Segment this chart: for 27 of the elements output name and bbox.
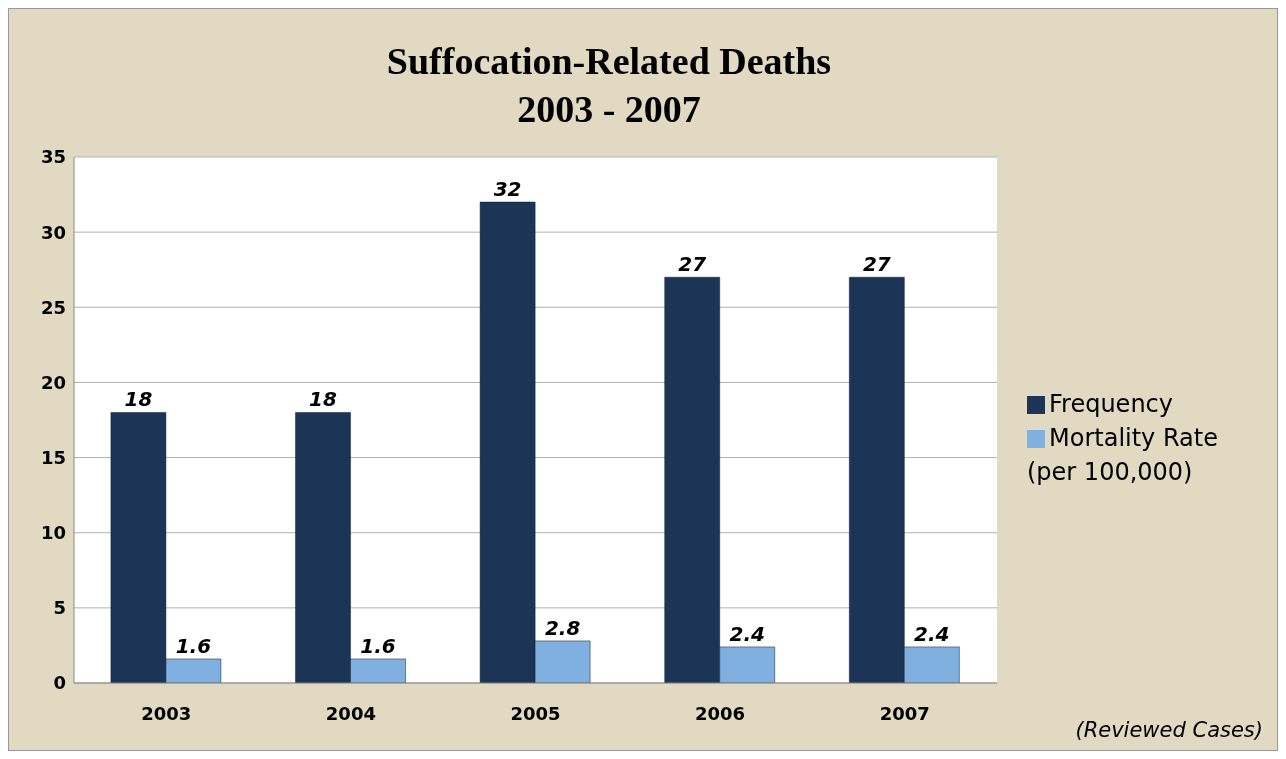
x-tick-label: 2006 [695, 702, 746, 724]
y-tick-label: 10 [40, 522, 66, 544]
data-label: 2.4 [914, 621, 950, 646]
data-label: 18 [124, 387, 153, 412]
data-label: 32 [493, 177, 522, 202]
x-tick-label: 2003 [141, 702, 192, 724]
data-label: 2.8 [544, 615, 581, 640]
text: (Reviewed Cases) [1075, 718, 1263, 742]
x-tick-label: 2004 [325, 702, 376, 724]
data-label: 1.6 [175, 633, 212, 658]
data-label: 27 [862, 252, 891, 277]
data-label: 1.6 [360, 633, 396, 658]
y-tick-label: 5 [53, 597, 66, 619]
x-tick-label: 2005 [510, 702, 561, 724]
legend-label: Frequency [1049, 390, 1173, 418]
data-label: 27 [678, 252, 707, 277]
y-tick-label: 20 [40, 371, 66, 393]
x-tick-label: 2007 [879, 702, 930, 724]
chart-title: Suffocation-Related Deaths 2003 - 2007 [385, 39, 833, 132]
y-tick-label: 25 [40, 296, 66, 318]
y-tick-label: 35 [40, 146, 66, 168]
y-tick-label: 15 [40, 446, 66, 468]
data-label: 2.4 [729, 621, 765, 646]
y-tick-label: 30 [40, 221, 66, 243]
data-label: 18 [309, 387, 338, 412]
legend-label: Mortality Rate (per 100,000) [1027, 424, 1218, 486]
y-tick-label: 0 [53, 672, 66, 694]
